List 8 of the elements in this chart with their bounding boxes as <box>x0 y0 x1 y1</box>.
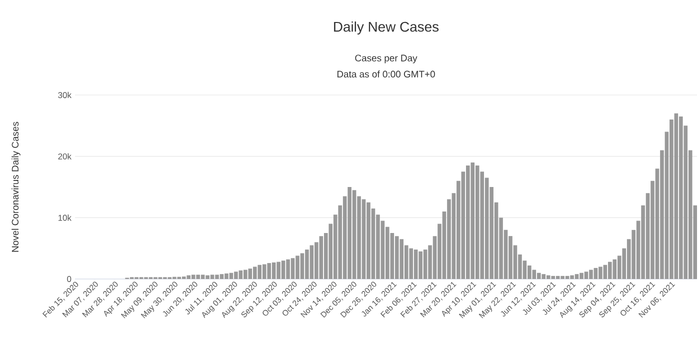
chart-title: Daily New Cases <box>334 21 439 34</box>
y-tick-label: 20k <box>58 153 72 160</box>
y-tick-label: 10k <box>58 214 72 221</box>
text: Data as of 0:00 GMT+0 <box>337 70 435 78</box>
chart-subtitle: Cases per Day <box>355 54 418 64</box>
y-tick-label: 30k <box>58 92 72 98</box>
y-axis-title: Novel Coronavirus Daily Cases <box>12 122 20 252</box>
y-tick-label: 0 <box>67 276 72 282</box>
